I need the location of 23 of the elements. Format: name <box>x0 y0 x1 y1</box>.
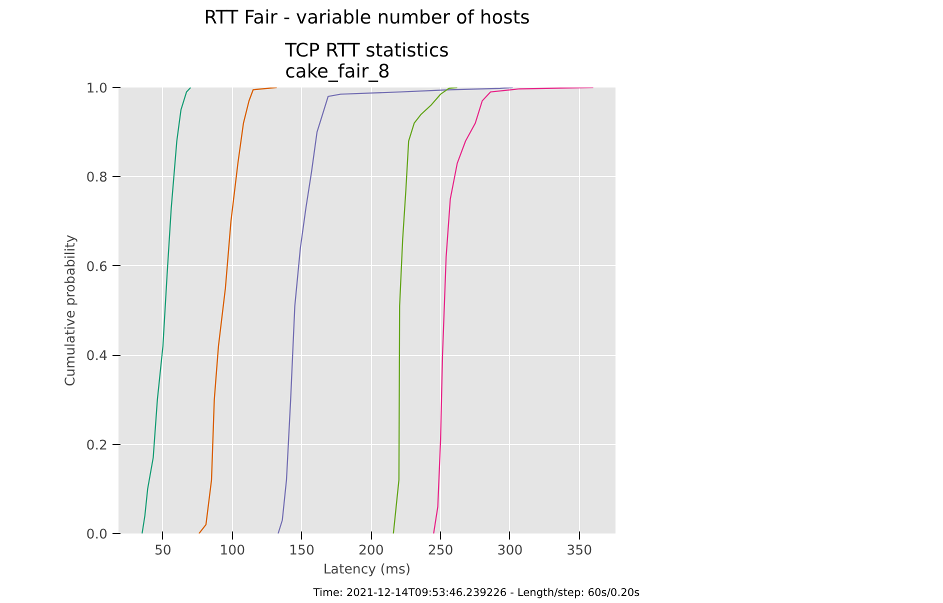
y-axis-title: Cumulative probability <box>63 234 78 386</box>
line-series <box>278 88 514 534</box>
y-tick-label: 0.8 <box>86 170 108 186</box>
line-series <box>142 88 192 534</box>
x-tick-label: 350 <box>566 544 592 558</box>
x-tick-label: 150 <box>289 544 314 558</box>
chart-subtitle: TCP RTT statistics cake_fair_8 <box>284 40 449 82</box>
y-tick-label: 0.6 <box>86 260 108 275</box>
line-series <box>198 88 278 534</box>
y-tick-label: 1.0 <box>86 82 108 96</box>
x-axis-title: Latency (ms) <box>323 562 411 578</box>
y-tick-label: 0.0 <box>86 528 108 542</box>
x-tick-label: 250 <box>428 544 454 558</box>
x-tick-label: 200 <box>358 544 384 558</box>
x-tick-label: 50 <box>154 544 172 558</box>
text: Time: 2021-12-14T09:53:46.239226 - Length/step: 60s/0.20s <box>313 585 640 600</box>
y-tick-label: 0.2 <box>86 438 108 454</box>
y-tick-label: 0.4 <box>86 349 108 364</box>
x-tick-label: 100 <box>220 544 246 558</box>
line-series <box>392 88 458 534</box>
chart-title: RTT Fair - variable number of hosts <box>204 8 530 28</box>
x-tick-label: 300 <box>497 544 523 558</box>
line-series <box>433 88 594 534</box>
